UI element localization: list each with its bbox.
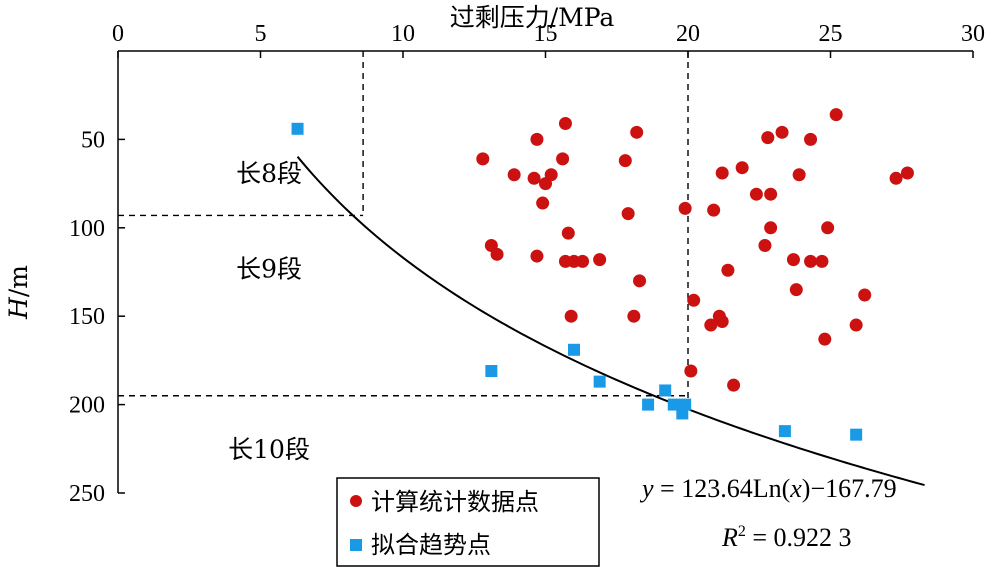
legend: 计算统计数据点 拟合趋势点 — [336, 477, 600, 567]
calculated-data-point — [735, 161, 749, 175]
x-tick-label: 15 — [534, 21, 558, 47]
calculated-data-point — [900, 166, 914, 180]
fitted-trend-point — [659, 384, 672, 397]
calculated-data-point — [576, 254, 590, 268]
legend-box — [336, 477, 600, 567]
calculated-data-point — [821, 221, 835, 235]
x-tick-label: 30 — [961, 21, 985, 47]
y-tick-label: 200 — [69, 393, 105, 419]
x-axis-title: 过剩压力/MPa — [450, 3, 615, 32]
fitted-trend-point — [485, 365, 498, 378]
calculated-data-point — [804, 132, 818, 146]
r2-r: R — [721, 523, 738, 552]
y-tick-label: 100 — [69, 216, 105, 242]
fitted-trend-point — [291, 122, 304, 135]
calculated-data-point — [684, 364, 698, 378]
data-points — [291, 108, 914, 441]
calculated-data-point — [749, 187, 763, 201]
y-tick-label: 50 — [81, 127, 105, 153]
eq-y: y — [639, 474, 654, 503]
fitted-trend-point — [568, 343, 580, 356]
calculated-data-point — [786, 253, 800, 267]
calculated-data-point — [789, 283, 803, 297]
fit-curve — [296, 156, 925, 487]
calculated-data-point — [858, 288, 872, 302]
calculated-data-point — [792, 168, 806, 182]
calculated-data-point — [707, 203, 721, 217]
calculated-data-point — [715, 315, 729, 329]
calculated-data-point — [727, 378, 741, 392]
calculated-data-point — [758, 238, 772, 252]
guide-lines — [118, 51, 689, 405]
fitted-trend-point — [778, 425, 791, 438]
calculated-data-point — [704, 318, 718, 332]
x-tick-label: 0 — [112, 21, 124, 47]
calculated-data-point — [561, 226, 575, 240]
calculated-data-point — [633, 274, 647, 288]
calculated-data-point — [764, 221, 778, 235]
fitted-trend-point — [850, 428, 863, 441]
fit-curve-layer — [296, 156, 925, 487]
x-tick-label: 5 — [255, 21, 267, 47]
calculated-data-point — [889, 171, 903, 185]
legend-marker-square — [350, 539, 362, 551]
calculated-data-point — [476, 152, 490, 166]
calculated-data-point — [804, 254, 818, 268]
r2-value: = 0.922 3 — [746, 523, 852, 552]
y-axis-title: H/m — [4, 265, 33, 320]
fitted-trend-point — [642, 398, 655, 411]
calculated-data-point — [630, 125, 644, 139]
calculated-data-point — [829, 108, 843, 122]
calculated-data-point — [678, 201, 692, 215]
calculated-data-point — [530, 249, 544, 263]
segment-label-chang10: 长10段 — [228, 435, 310, 464]
calculated-data-point — [593, 253, 607, 267]
calculated-data-point — [815, 254, 829, 268]
calculated-data-point — [687, 293, 701, 307]
calculated-data-point — [556, 152, 570, 166]
legend-label-calculated: 计算统计数据点 — [371, 488, 539, 516]
calculated-data-point — [527, 171, 541, 185]
segment-label-chang8: 长8段 — [236, 159, 302, 188]
eq-middle: = 123.64Ln( — [654, 474, 791, 503]
y-axis-title-unit: /m — [4, 265, 33, 297]
calculated-data-point — [618, 154, 632, 168]
calculated-data-point — [490, 247, 504, 261]
x-tick-label: 10 — [391, 21, 415, 47]
calculated-data-point — [818, 332, 832, 346]
axes: 0 5 10 15 20 25 30 50 100 150 200 250 — [69, 21, 985, 507]
calculated-data-point — [849, 318, 863, 332]
calculated-data-point — [715, 166, 729, 180]
calculated-data-point — [721, 263, 735, 277]
calculated-data-point — [627, 309, 641, 323]
calculated-data-point — [761, 131, 775, 145]
eq-rest: )−167.79 — [802, 474, 897, 503]
y-axis-title-variable: H — [4, 296, 33, 320]
x-tick-label: 20 — [676, 21, 700, 47]
x-tick-label: 25 — [819, 21, 843, 47]
fit-equation: y = 123.64Ln(x)−167.79 — [639, 474, 897, 503]
calculated-data-point — [507, 168, 521, 182]
calculated-data-point — [621, 207, 635, 221]
calculated-data-point — [558, 116, 572, 130]
fitted-trend-point — [679, 398, 692, 411]
segment-label-chang9: 长9段 — [236, 254, 302, 283]
legend-marker-circle — [350, 495, 362, 507]
calculated-data-point — [530, 132, 544, 146]
calculated-data-point — [536, 196, 550, 210]
calculated-data-point — [544, 168, 558, 182]
calculated-data-point — [564, 309, 578, 323]
calculated-data-point — [764, 187, 778, 201]
r2-superscript: 2 — [738, 523, 746, 540]
fitted-trend-point — [593, 375, 606, 388]
y-tick-label: 250 — [69, 481, 105, 507]
r-squared: R2 = 0.922 3 — [721, 523, 852, 552]
eq-x: x — [789, 474, 802, 503]
y-tick-label: 150 — [69, 304, 105, 330]
legend-label-fitted: 拟合趋势点 — [371, 531, 491, 559]
calculated-data-point — [775, 125, 789, 139]
